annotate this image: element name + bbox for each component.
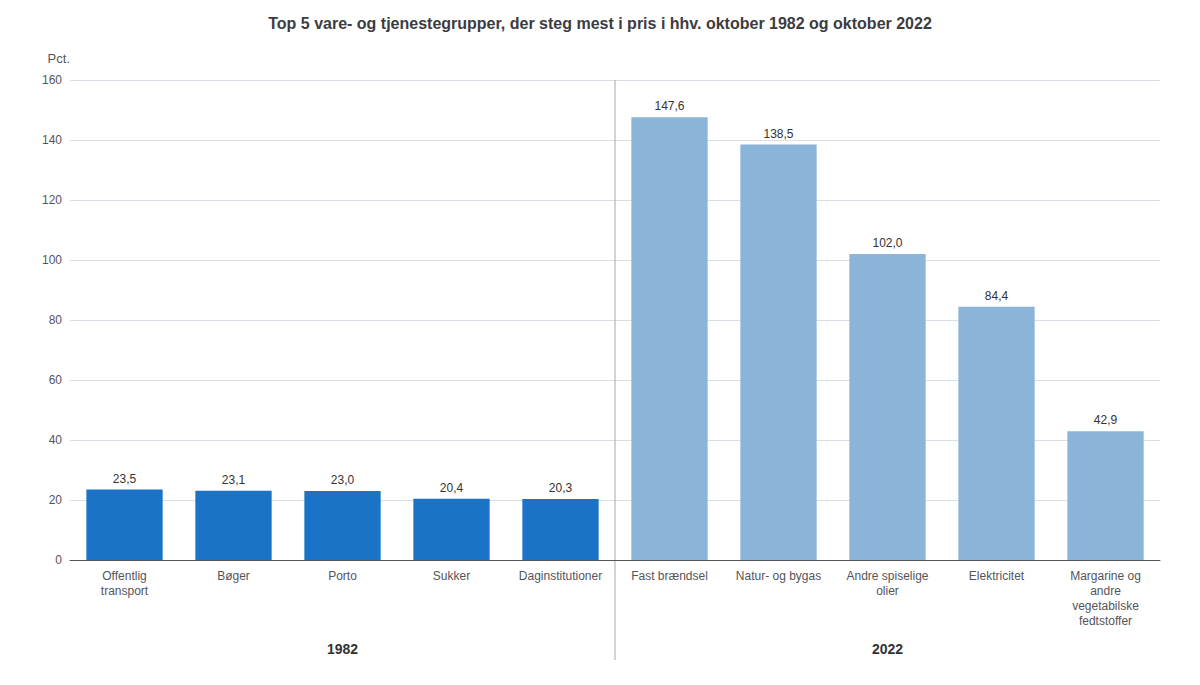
svg-text:84,4: 84,4	[985, 289, 1009, 303]
svg-text:vegetabilske: vegetabilske	[1072, 599, 1139, 613]
svg-text:Pct.: Pct.	[48, 51, 70, 66]
svg-text:1982: 1982	[327, 641, 358, 657]
svg-text:138,5: 138,5	[763, 127, 793, 141]
svg-text:2022: 2022	[872, 641, 903, 657]
svg-text:100: 100	[42, 253, 62, 267]
svg-text:23,0: 23,0	[331, 473, 355, 487]
svg-text:120: 120	[42, 193, 62, 207]
svg-text:Andre spiselige: Andre spiselige	[846, 569, 928, 583]
svg-text:Margarine og: Margarine og	[1070, 569, 1141, 583]
svg-text:20,3: 20,3	[549, 481, 573, 495]
svg-text:147,6: 147,6	[654, 99, 684, 113]
svg-text:160: 160	[42, 73, 62, 87]
svg-text:42,9: 42,9	[1094, 413, 1118, 427]
svg-text:40: 40	[49, 433, 63, 447]
svg-text:Sukker: Sukker	[433, 569, 470, 583]
svg-text:20: 20	[49, 493, 63, 507]
svg-text:140: 140	[42, 133, 62, 147]
svg-text:0: 0	[55, 553, 62, 567]
svg-text:olier: olier	[876, 584, 899, 598]
svg-text:Bøger: Bøger	[217, 569, 250, 583]
svg-text:60: 60	[49, 373, 63, 387]
svg-text:Fast brændsel: Fast brændsel	[631, 569, 708, 583]
svg-text:23,5: 23,5	[113, 472, 137, 486]
svg-text:Natur- og bygas: Natur- og bygas	[736, 569, 821, 583]
svg-text:Daginstitutioner: Daginstitutioner	[519, 569, 602, 583]
svg-text:Elektricitet: Elektricitet	[969, 569, 1025, 583]
svg-text:Offentlig: Offentlig	[102, 569, 146, 583]
svg-text:80: 80	[49, 313, 63, 327]
svg-text:transport: transport	[101, 584, 149, 598]
svg-text:102,0: 102,0	[872, 236, 902, 250]
svg-text:Top 5 vare- og tjenestegrupper: Top 5 vare- og tjenestegrupper, der steg…	[268, 15, 932, 32]
svg-text:20,4: 20,4	[440, 481, 464, 495]
svg-text:andre: andre	[1090, 584, 1121, 598]
svg-text:Porto: Porto	[328, 569, 357, 583]
svg-text:fedtstoffer: fedtstoffer	[1079, 614, 1132, 628]
svg-text:23,1: 23,1	[222, 473, 246, 487]
